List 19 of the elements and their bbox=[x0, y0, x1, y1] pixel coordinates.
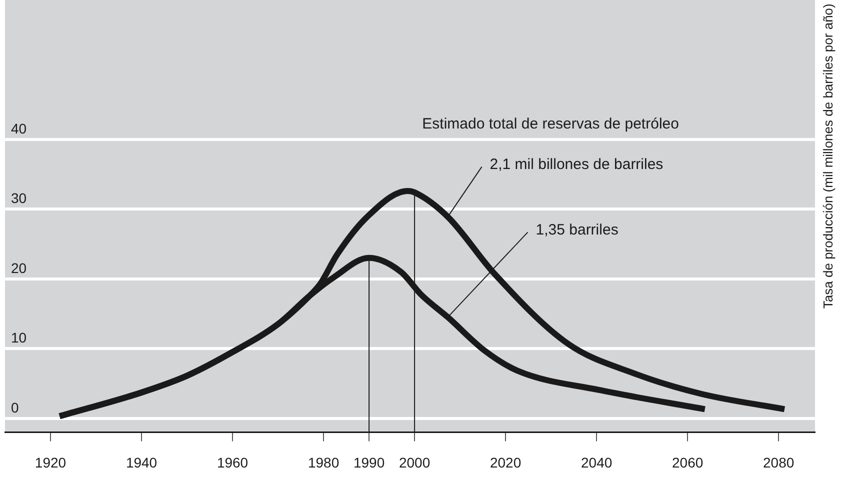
annotation: 2,1 mil billones de barriles bbox=[490, 156, 664, 173]
y-axis-title: Tasa de producción (mil millones de barriles por año) bbox=[820, 4, 836, 309]
x-tick-label: 2040 bbox=[580, 454, 612, 470]
y-tick-label: 30 bbox=[11, 190, 27, 206]
x-tick-label: 2000 bbox=[398, 454, 430, 470]
x-tick-label: 1920 bbox=[34, 454, 66, 470]
x-tick-label: 2020 bbox=[490, 454, 522, 470]
x-tick-label: 1960 bbox=[216, 454, 248, 470]
y-tick-label: 10 bbox=[11, 330, 27, 346]
y-tick-label: 0 bbox=[11, 399, 19, 416]
x-tick-label: 1980 bbox=[308, 454, 340, 470]
x-tick-label: 2060 bbox=[672, 454, 704, 470]
x-tick-label: 1990 bbox=[353, 454, 385, 470]
annotation: 1,35 barriles bbox=[536, 221, 618, 238]
x-tick-label: 1940 bbox=[126, 454, 158, 470]
y-tick-label: 20 bbox=[11, 260, 27, 276]
annotation: Estimado total de reservas de petróleo bbox=[422, 116, 679, 133]
y-tick-label: 40 bbox=[11, 120, 27, 136]
x-tick-label: 2080 bbox=[763, 454, 794, 470]
